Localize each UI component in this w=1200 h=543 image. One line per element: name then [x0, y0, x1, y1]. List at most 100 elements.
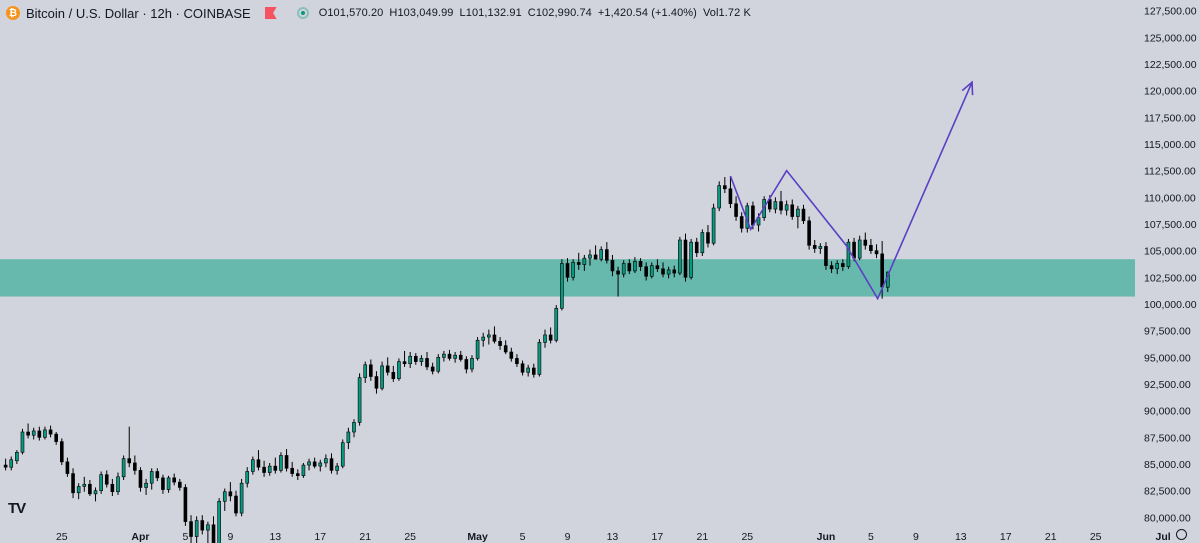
low-value: L101,132.91 [459, 7, 522, 19]
candle-body [200, 520, 205, 531]
tradingview-logo[interactable]: TV [8, 500, 26, 517]
volume-value: Vol1.72 K [702, 7, 751, 19]
settings-icon[interactable] [1176, 529, 1187, 540]
x-tick-label: 9 [565, 531, 571, 543]
candle-body [880, 253, 884, 288]
candle-body [829, 265, 834, 270]
x-tick-label: Apr [131, 531, 149, 543]
candle-body [138, 470, 143, 488]
candle-body [363, 364, 368, 378]
candle-body [672, 269, 677, 274]
candle-body [576, 262, 581, 265]
candle-body [26, 431, 30, 436]
candle-body [520, 363, 525, 373]
candle-body [706, 232, 710, 244]
candle-body [543, 334, 547, 343]
bitcoin-icon: ₿ [6, 6, 20, 20]
x-tick-label: 25 [741, 531, 753, 543]
symbol-title[interactable]: Bitcoin / U.S. Dollar · 12h · COINBASE [26, 5, 251, 21]
candle-body [178, 481, 182, 488]
y-tick-label: 127,500.00 [1144, 6, 1197, 18]
candle-body [661, 268, 665, 275]
candle-body [93, 490, 98, 495]
x-tick-label: Jun [817, 531, 836, 543]
candle-body [824, 246, 828, 266]
candle-body [503, 345, 508, 353]
market-status-icon[interactable] [296, 7, 309, 19]
candle-body [700, 232, 705, 254]
candle-body [251, 459, 255, 472]
y-tick-label: 122,500.00 [1144, 59, 1197, 71]
candle-body [475, 339, 480, 359]
x-tick-label: 17 [652, 531, 664, 543]
candle-body [60, 441, 64, 463]
candle-body [436, 357, 441, 372]
x-tick-label: May [467, 531, 488, 543]
candle-body [616, 270, 620, 275]
candle-body [31, 430, 36, 436]
candle-body [751, 205, 755, 226]
y-tick-label: 115,000.00 [1144, 139, 1196, 151]
candle-body [391, 371, 396, 379]
candle-body [267, 465, 272, 473]
y-tick-label: 90,000.00 [1144, 406, 1191, 418]
y-tick-label: 102,500.00 [1144, 272, 1197, 284]
candle-body [256, 459, 261, 468]
candle-body [71, 473, 75, 494]
candle-body [515, 358, 519, 365]
candle-body [65, 461, 70, 474]
candle-body [352, 422, 356, 433]
projection-arrowhead [961, 80, 974, 96]
x-tick-label: 17 [314, 531, 326, 543]
candle-body [161, 477, 165, 490]
candle-body [779, 201, 783, 211]
candle-body [9, 459, 14, 468]
candle-body [166, 477, 171, 490]
candle-body [239, 482, 244, 514]
candle-body [385, 365, 390, 373]
candle-body [301, 464, 306, 477]
candle-body [369, 364, 373, 377]
candle-body [841, 263, 845, 267]
candle-body [144, 482, 148, 488]
candle-body [127, 458, 132, 464]
candle-body [402, 361, 407, 365]
x-tick-label: 9 [913, 531, 919, 543]
y-tick-label: 120,000.00 [1144, 86, 1197, 98]
candle-body [295, 473, 300, 477]
candle-body [121, 458, 126, 478]
flag-icon[interactable] [265, 7, 277, 19]
candle-body [340, 442, 345, 467]
candle-body [554, 307, 559, 341]
candle-body [228, 491, 233, 497]
candle-body [380, 365, 384, 389]
candle-body [644, 266, 648, 277]
candle-body [863, 239, 868, 246]
candle-body [397, 361, 401, 379]
y-tick-label: 107,500.00 [1144, 219, 1197, 231]
y-tick-label: 105,000.00 [1144, 246, 1197, 258]
candle-body [807, 220, 811, 246]
candle-body [183, 487, 188, 522]
x-tick-label: 5 [520, 531, 526, 543]
candle-body [801, 208, 806, 222]
candle-body [104, 474, 109, 485]
candle-body [498, 341, 502, 346]
candle-body [869, 245, 873, 251]
symbol-header: ₿ Bitcoin / U.S. Dollar · 12h · COINBASE… [6, 4, 751, 22]
y-tick-label: 117,500.00 [1144, 112, 1196, 124]
candle-body [15, 451, 19, 462]
candle-body [442, 353, 446, 358]
candle-body [335, 465, 339, 471]
candle-body [312, 461, 317, 467]
candle-body [324, 458, 328, 464]
candle-body [76, 486, 81, 494]
projection-path[interactable] [729, 81, 973, 301]
candle-body [279, 455, 283, 471]
candle-body [408, 355, 412, 365]
candle-body [728, 188, 733, 205]
y-tick-label: 112,500.00 [1144, 166, 1196, 178]
x-tick-label: 13 [955, 531, 967, 543]
candle-body [470, 358, 474, 370]
